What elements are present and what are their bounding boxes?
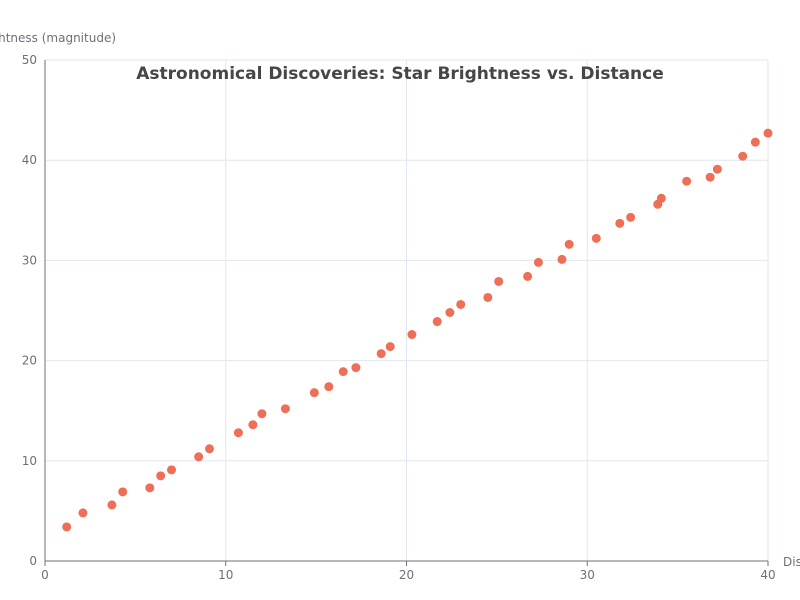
x-tick-label: 30 bbox=[580, 568, 595, 582]
data-point[interactable] bbox=[194, 452, 204, 462]
y-tick-label: 0 bbox=[29, 554, 37, 568]
y-tick-label: 20 bbox=[22, 354, 37, 368]
data-point[interactable] bbox=[483, 292, 493, 302]
points-layer bbox=[62, 128, 773, 532]
data-point[interactable] bbox=[763, 128, 773, 138]
data-point[interactable] bbox=[494, 276, 504, 286]
data-point[interactable] bbox=[324, 382, 334, 392]
data-point[interactable] bbox=[280, 404, 290, 414]
data-point[interactable] bbox=[564, 239, 574, 249]
data-point[interactable] bbox=[351, 363, 361, 373]
data-point[interactable] bbox=[682, 176, 692, 186]
data-point[interactable] bbox=[204, 444, 214, 454]
data-point[interactable] bbox=[557, 254, 567, 264]
data-point[interactable] bbox=[118, 487, 128, 497]
data-point[interactable] bbox=[626, 212, 636, 222]
axis-layer: 0 10 20 30 40 50 0 10 20 30 40 bbox=[22, 53, 776, 582]
data-point[interactable] bbox=[78, 508, 88, 518]
data-point[interactable] bbox=[523, 271, 533, 281]
data-point[interactable] bbox=[445, 308, 455, 318]
y-axis-label: Brightness (magnitude) bbox=[0, 31, 116, 45]
data-point[interactable] bbox=[750, 137, 760, 147]
data-point[interactable] bbox=[591, 233, 601, 243]
data-point[interactable] bbox=[615, 218, 625, 228]
data-point[interactable] bbox=[705, 172, 715, 182]
x-tick-label: 40 bbox=[760, 568, 775, 582]
y-tick-label: 30 bbox=[22, 253, 37, 267]
data-point[interactable] bbox=[407, 330, 417, 340]
data-point[interactable] bbox=[233, 428, 243, 438]
x-tick-label: 0 bbox=[41, 568, 49, 582]
data-point[interactable] bbox=[533, 257, 543, 267]
grid-layer bbox=[45, 59, 769, 561]
data-point[interactable] bbox=[385, 342, 395, 352]
data-point[interactable] bbox=[62, 522, 72, 532]
x-axis-label: Distance bbox=[783, 555, 800, 569]
data-point[interactable] bbox=[107, 500, 117, 510]
x-tick-label: 20 bbox=[399, 568, 414, 582]
data-point[interactable] bbox=[712, 164, 722, 174]
data-point[interactable] bbox=[257, 409, 267, 419]
data-point[interactable] bbox=[738, 151, 748, 161]
chart-title: Astronomical Discoveries: Star Brightnes… bbox=[136, 64, 664, 84]
data-point[interactable] bbox=[456, 299, 466, 309]
data-point[interactable] bbox=[248, 420, 258, 430]
y-tick-label: 10 bbox=[22, 454, 37, 468]
data-point[interactable] bbox=[145, 483, 155, 493]
data-point[interactable] bbox=[309, 388, 319, 398]
data-point[interactable] bbox=[376, 349, 386, 359]
data-point[interactable] bbox=[656, 193, 666, 203]
data-point[interactable] bbox=[432, 317, 442, 327]
data-point[interactable] bbox=[167, 465, 177, 475]
data-point[interactable] bbox=[338, 367, 348, 377]
y-tick-label: 40 bbox=[22, 153, 37, 167]
data-point[interactable] bbox=[156, 471, 166, 481]
x-tick-label: 10 bbox=[218, 568, 233, 582]
y-tick-label: 50 bbox=[22, 53, 37, 67]
